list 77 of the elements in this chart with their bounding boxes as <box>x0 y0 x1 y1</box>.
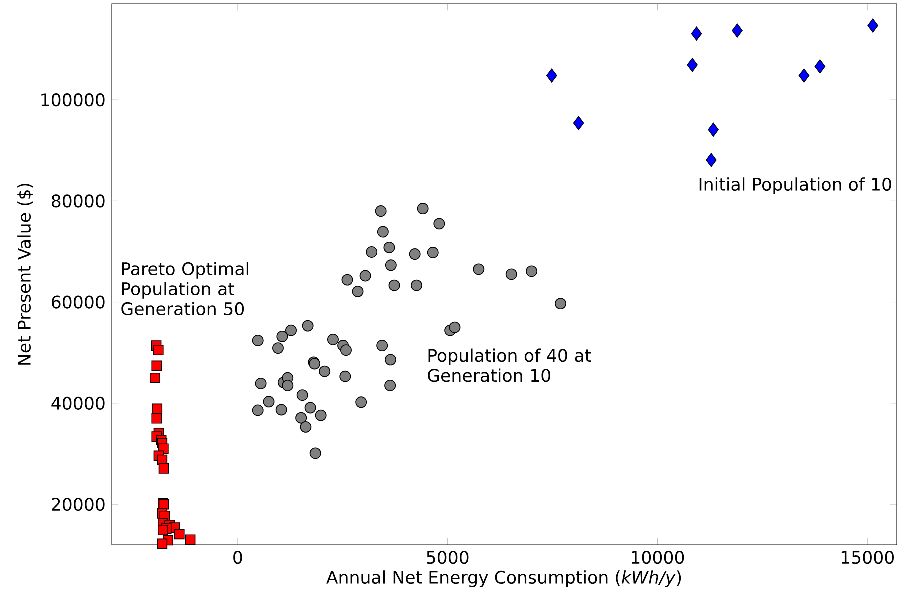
point <box>327 334 339 346</box>
point <box>286 324 297 336</box>
annotation: Initial Population of 10 <box>700 178 892 194</box>
point <box>555 298 566 310</box>
point <box>340 344 352 356</box>
point <box>434 218 446 230</box>
point <box>388 280 400 292</box>
point <box>282 380 294 392</box>
point <box>449 322 461 334</box>
point <box>706 153 717 168</box>
point <box>526 266 538 278</box>
point <box>377 226 389 238</box>
point <box>302 320 314 332</box>
point <box>276 330 288 342</box>
point <box>272 342 284 354</box>
point <box>417 203 429 214</box>
point <box>384 380 396 392</box>
point <box>152 360 162 372</box>
point <box>153 345 164 356</box>
point <box>375 206 387 218</box>
point <box>473 264 485 276</box>
point <box>411 280 422 292</box>
point <box>150 372 160 384</box>
point <box>798 68 810 83</box>
y-tick-label: 20000 <box>52 498 105 512</box>
point <box>310 448 322 460</box>
point <box>152 413 162 424</box>
point <box>868 18 878 33</box>
point <box>340 370 352 382</box>
point <box>814 60 826 74</box>
x-axis-title: Annual Net Energy Consumption (kWh/y) <box>326 570 682 588</box>
y-tick-label: 60000 <box>52 296 105 309</box>
point <box>263 396 275 408</box>
y-tick-label: 100000 <box>42 94 105 107</box>
point <box>300 421 312 433</box>
point <box>315 410 327 422</box>
point <box>352 286 364 298</box>
point <box>174 529 185 540</box>
point <box>427 247 439 258</box>
point <box>732 24 743 38</box>
point <box>506 268 518 280</box>
point <box>385 260 397 272</box>
point <box>158 525 168 536</box>
point <box>708 122 719 137</box>
point <box>366 246 378 258</box>
point <box>252 404 264 416</box>
point <box>157 538 168 550</box>
point <box>185 534 196 546</box>
point <box>319 366 331 378</box>
x-tick-label: 15000 <box>842 551 894 564</box>
annotation: Pareto Optimal Population at Generation 50 <box>122 262 249 316</box>
point <box>342 274 354 286</box>
point <box>296 412 308 424</box>
point <box>276 404 288 416</box>
point <box>409 248 421 260</box>
point <box>296 390 308 402</box>
point <box>385 354 396 366</box>
x-tick-label: 10000 <box>632 551 684 564</box>
x-tick-label: 0 <box>234 551 242 564</box>
x-tick-label: 5000 <box>427 551 469 564</box>
point <box>252 334 264 346</box>
point <box>152 404 163 414</box>
y-axis-title: Net Present Value ($) <box>18 184 34 365</box>
point <box>691 26 702 41</box>
y-tick-label: 40000 <box>52 396 105 410</box>
y-tick-label: 80000 <box>52 194 105 208</box>
annotation: Population of 40 at Generation 10 <box>428 348 592 382</box>
point <box>546 68 558 83</box>
point <box>360 270 372 282</box>
point <box>384 242 396 254</box>
point <box>158 463 170 474</box>
point <box>376 340 388 352</box>
point <box>356 396 368 408</box>
point <box>573 116 584 130</box>
point <box>304 402 316 414</box>
point <box>687 58 698 72</box>
point <box>255 378 267 390</box>
